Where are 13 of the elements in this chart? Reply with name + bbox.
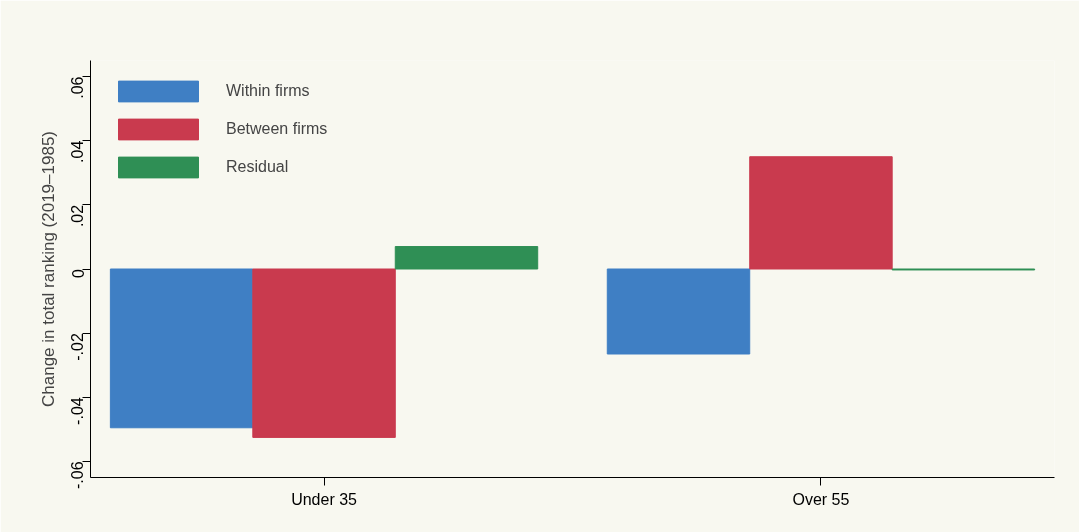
y-tick-label: -.04 <box>69 397 87 425</box>
y-tick-label: -.02 <box>69 333 87 361</box>
y-tick-label: -.06 <box>69 461 87 490</box>
y-tick-label: .02 <box>69 204 87 228</box>
x-tick-label: Over 55 <box>792 490 850 508</box>
legend-label: Within firms <box>226 82 310 100</box>
y-tick-label: .04 <box>69 140 87 163</box>
legend-label: Residual <box>226 158 289 176</box>
x-tick-label: Under 35 <box>291 490 358 508</box>
legend-label: Between firms <box>226 120 328 138</box>
y-tick-label: .06 <box>69 76 87 99</box>
y-axis-title: Change in total ranking (2019–1985) <box>38 131 58 407</box>
y-tick-label: 0 <box>69 268 87 278</box>
